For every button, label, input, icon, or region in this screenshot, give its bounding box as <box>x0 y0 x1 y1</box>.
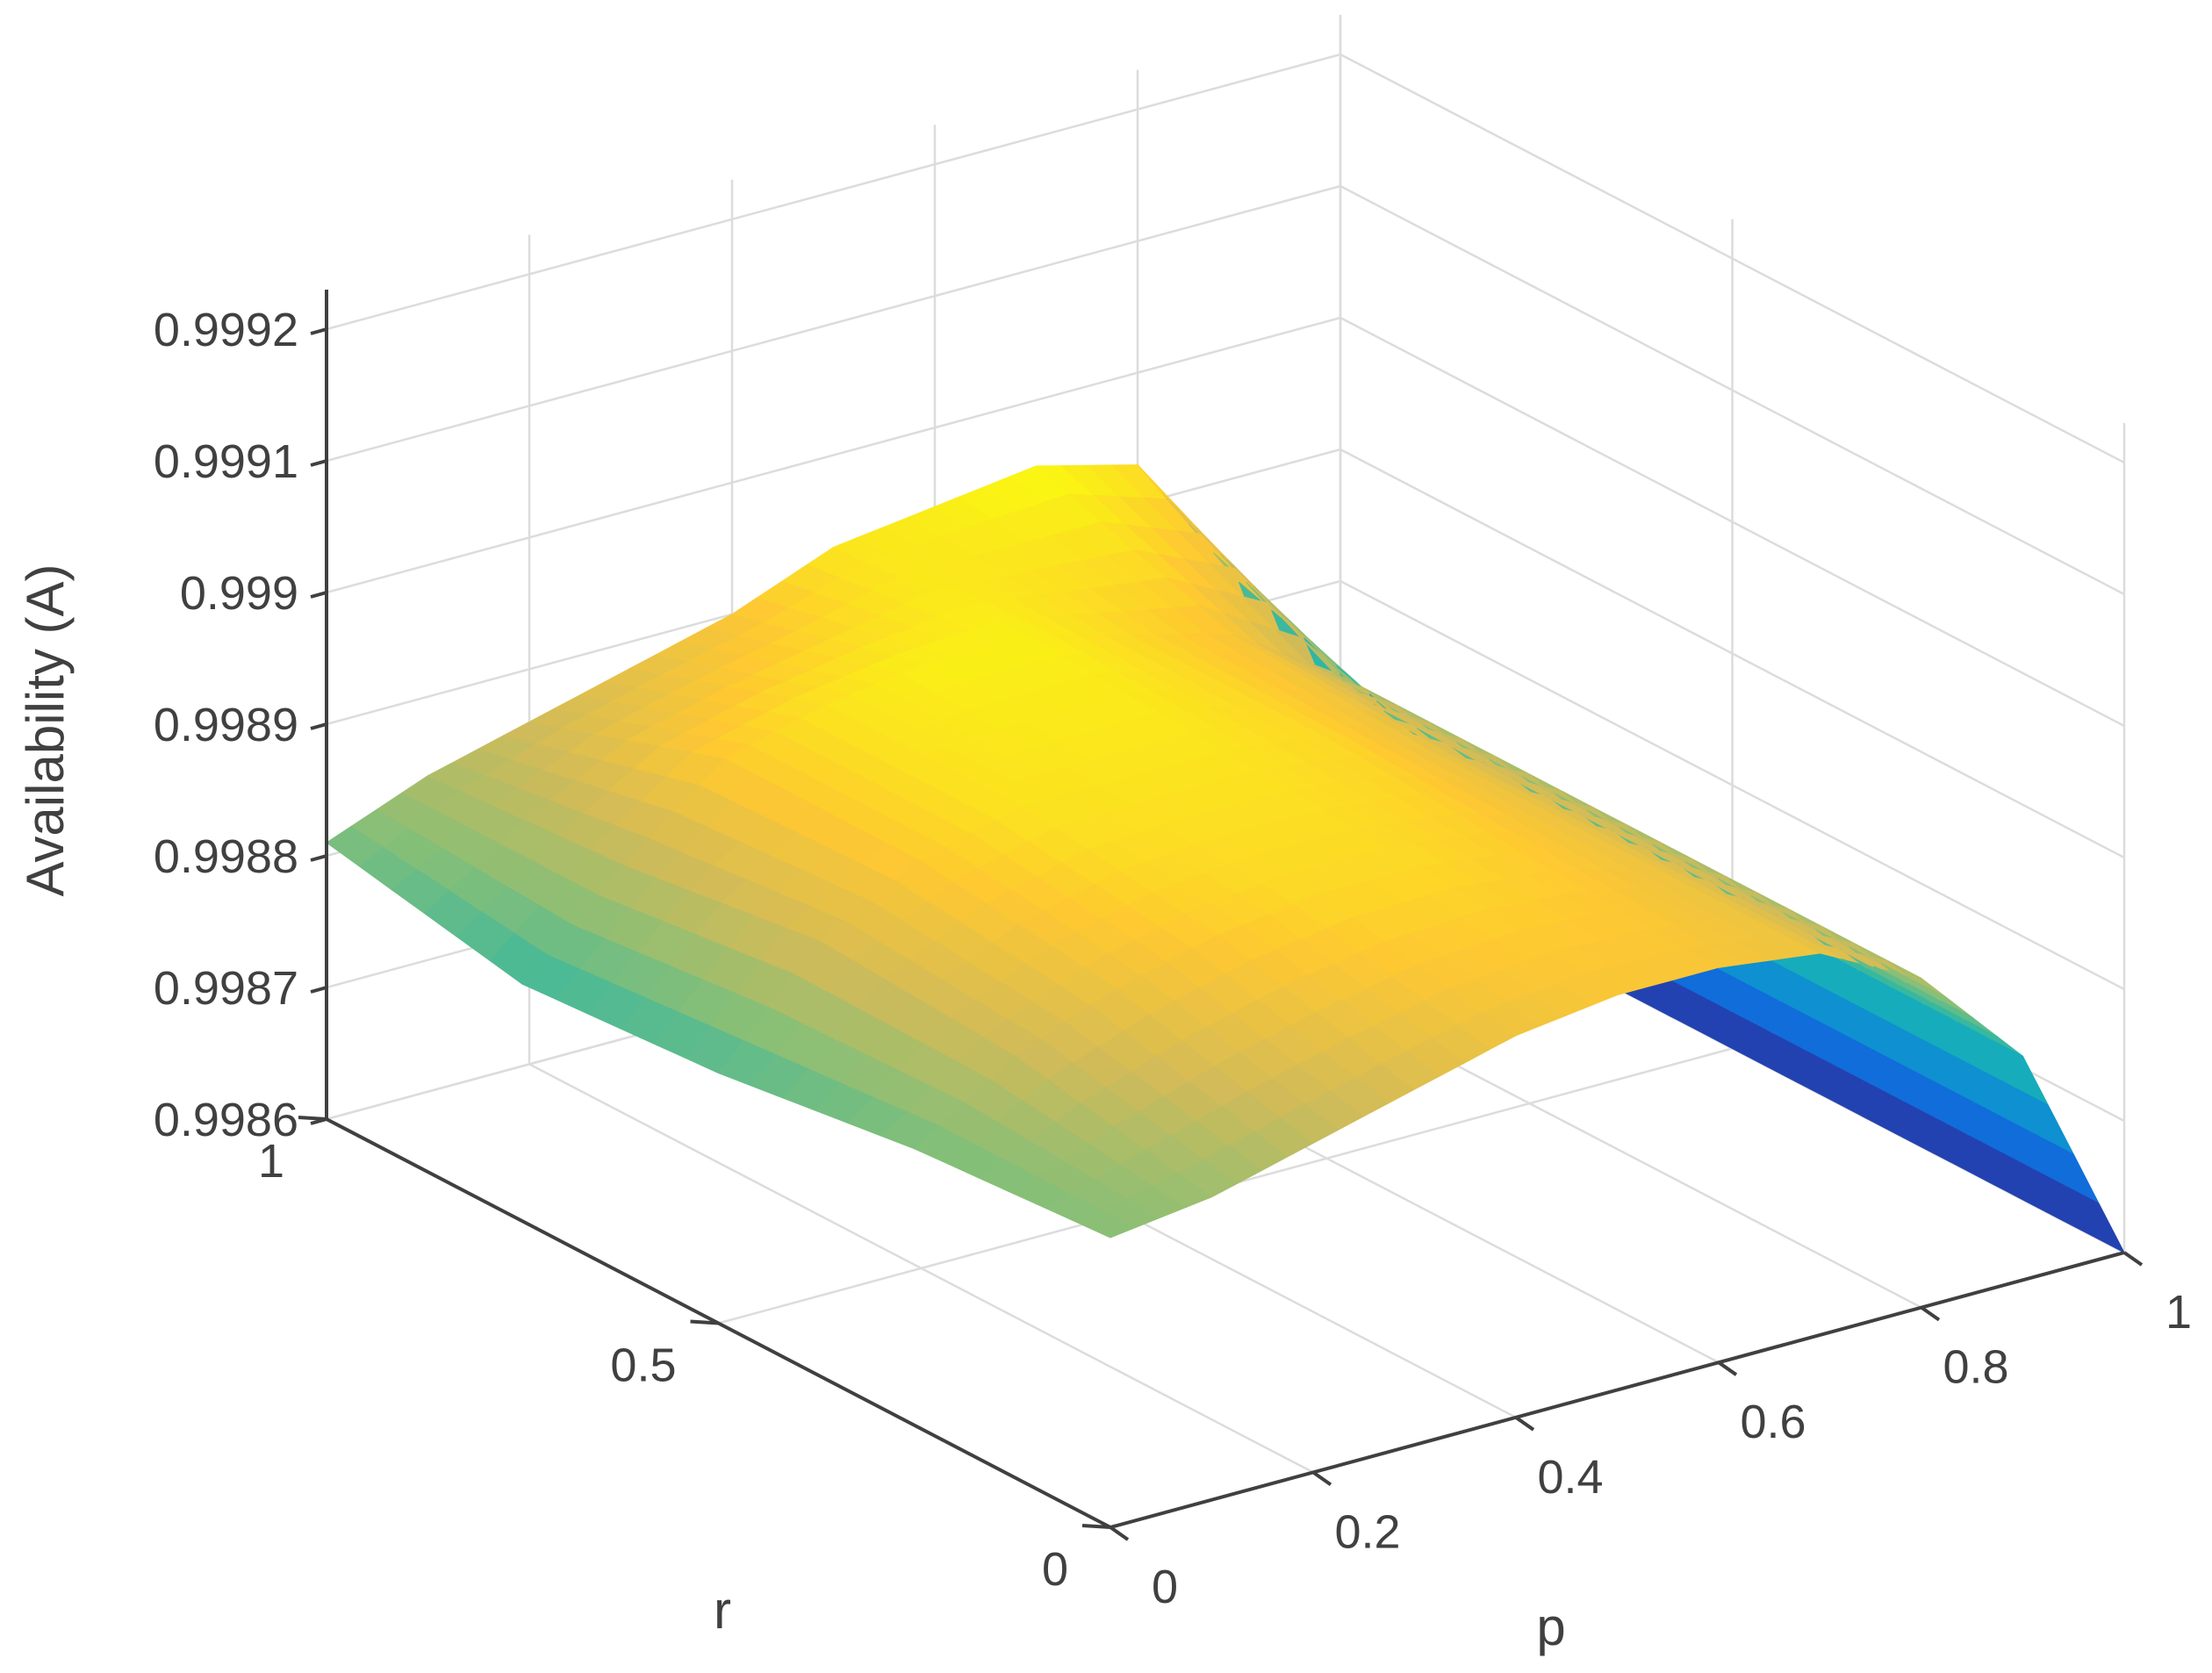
p-tick-label: 0.4 <box>1537 1451 1603 1504</box>
axes-layer <box>298 290 2144 1541</box>
p-tick-label: 0.2 <box>1334 1505 1400 1558</box>
p-tick <box>1920 1305 1941 1322</box>
surface-layer <box>326 464 2125 1253</box>
labels-layer: Availability (A) r p 0.9986 0.9987 0.9988 0… <box>16 304 2192 1656</box>
r-tick <box>298 1116 327 1121</box>
p-tick-label: 0 <box>1152 1561 1178 1613</box>
r-tick-label: 1 <box>258 1135 284 1188</box>
p-tick <box>1311 1470 1332 1487</box>
gridline-z <box>326 184 2125 596</box>
z-tick <box>310 459 327 467</box>
z-tick <box>310 591 327 599</box>
p-axis-line <box>1110 1251 2125 1529</box>
p-tick <box>2122 1251 2144 1267</box>
gridline-z <box>326 448 2125 859</box>
z-tick <box>310 854 327 862</box>
z-tick-label: 0.9991 <box>154 435 298 488</box>
z-axis-label: Availability (A) <box>16 564 75 896</box>
z-tick <box>310 327 327 335</box>
z-tick-label: 0.9987 <box>154 962 298 1015</box>
p-tick <box>1514 1416 1535 1432</box>
x-axis-label: p <box>1536 1598 1565 1656</box>
z-tick <box>310 986 327 994</box>
p-tick <box>1717 1361 1738 1376</box>
gridline-z <box>326 53 2125 464</box>
z-tick-label: 0.999 <box>180 567 298 620</box>
r-tick <box>1081 1524 1111 1529</box>
r-tick-label: 0.5 <box>610 1339 676 1392</box>
z-tick <box>310 722 327 730</box>
p-tick <box>1109 1526 1130 1541</box>
p-tick-label: 0.8 <box>1943 1341 2008 1394</box>
z-tick-label: 0.9988 <box>154 830 298 883</box>
z-tick-label: 0.9986 <box>154 1094 298 1146</box>
gridline-z <box>326 316 2125 728</box>
p-tick-label: 0.6 <box>1740 1396 1806 1448</box>
z-tick-label: 0.9989 <box>154 699 298 751</box>
y-axis-label: r <box>714 1581 731 1640</box>
surface-patch <box>2065 1186 2125 1253</box>
p-tick-label: 1 <box>2165 1286 2192 1339</box>
r-tick-label: 0 <box>1042 1543 1068 1596</box>
r-tick <box>690 1319 719 1325</box>
z-tick-label: 0.9992 <box>154 304 298 356</box>
